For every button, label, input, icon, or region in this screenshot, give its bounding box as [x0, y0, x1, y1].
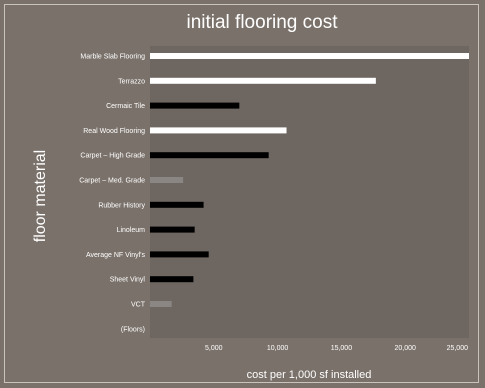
bar [150, 201, 204, 208]
x-axis-label: cost per 1,000 sf installed [247, 369, 372, 381]
category-label: Linoleum [117, 227, 146, 234]
bar [150, 53, 469, 59]
x-tick-label: 20,000 [394, 345, 416, 352]
category-label: VCT [131, 302, 146, 309]
bar [150, 127, 287, 134]
bars-group [150, 53, 469, 307]
category-label: Average NF Vinyl's [86, 252, 146, 259]
category-label: Cermaic Tile [106, 103, 145, 110]
bar [150, 152, 269, 159]
category-label: Carpet – High Grade [80, 153, 145, 160]
category-label: (Floors) [121, 326, 145, 333]
y-axis-label: floor material [32, 150, 49, 242]
bar [150, 177, 184, 183]
plot-area [150, 46, 469, 338]
category-label: Terrazzo [118, 78, 145, 85]
chart-title: initial flooring cost [186, 12, 338, 33]
x-tick-label: 5,000 [205, 345, 223, 352]
x-tick-label: 10,000 [267, 345, 289, 352]
category-label: Marble Slab Flooring [80, 54, 145, 61]
x-tick-label: 15,000 [331, 345, 353, 352]
bar [150, 77, 376, 84]
x-tick-labels: 5,000 10,000 15,000 20,000 25,000 [205, 345, 468, 352]
bar [150, 276, 194, 283]
category-label: Carpet – Med. Grade [79, 178, 145, 185]
x-tick-label: 25,000 [447, 345, 469, 352]
category-label: Rubber History [98, 202, 145, 209]
category-label: Real Wood Flooring [83, 128, 145, 135]
bar [150, 102, 240, 109]
bar [150, 251, 209, 258]
category-label: Sheet Vinyl [110, 277, 146, 284]
chart-frame [4, 4, 479, 383]
bar [150, 301, 172, 307]
category-labels: Marble Slab Flooring Terrazzo Cermaic Tile… [79, 54, 145, 334]
bar [150, 226, 195, 233]
